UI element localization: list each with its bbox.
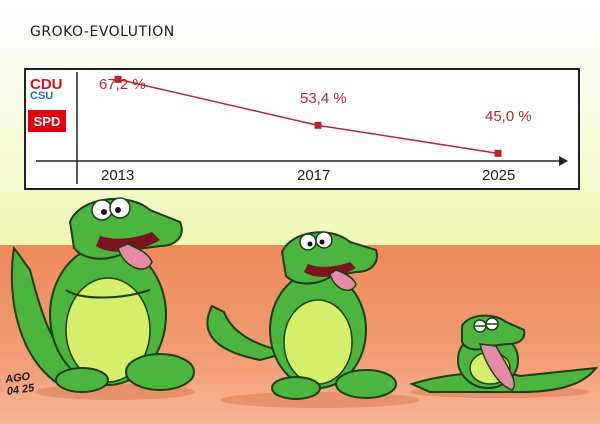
data-point-2013 — [114, 75, 122, 83]
x-tick-2025: 2025 — [482, 167, 516, 184]
artist-signature: AGO 04 25 — [4, 370, 36, 398]
crocodile-2025 — [409, 314, 599, 393]
cartoon-title: GROKO-EVOLUTION — [30, 24, 175, 40]
chart-panel — [24, 68, 580, 190]
crocodile-2017 — [206, 231, 397, 400]
data-label-2025: 45,0 % — [485, 108, 532, 125]
x-axis-arrow-icon — [559, 156, 568, 166]
csu-logo: CSU — [30, 90, 54, 102]
data-point-2017 — [314, 121, 322, 129]
x-tick-2017: 2017 — [297, 167, 331, 184]
x-tick-2013: 2013 — [101, 167, 135, 184]
data-point-2025 — [494, 149, 502, 157]
crocodile-2013 — [10, 197, 195, 393]
cdu-logo: CDU — [30, 76, 63, 93]
chart-marks — [114, 75, 502, 157]
data-label-2017: 53,4 % — [300, 90, 347, 107]
spd-logo: SPD — [28, 110, 66, 132]
data-label-2013: 67,2 % — [99, 76, 146, 93]
crocodile-illustration — [10, 197, 599, 408]
